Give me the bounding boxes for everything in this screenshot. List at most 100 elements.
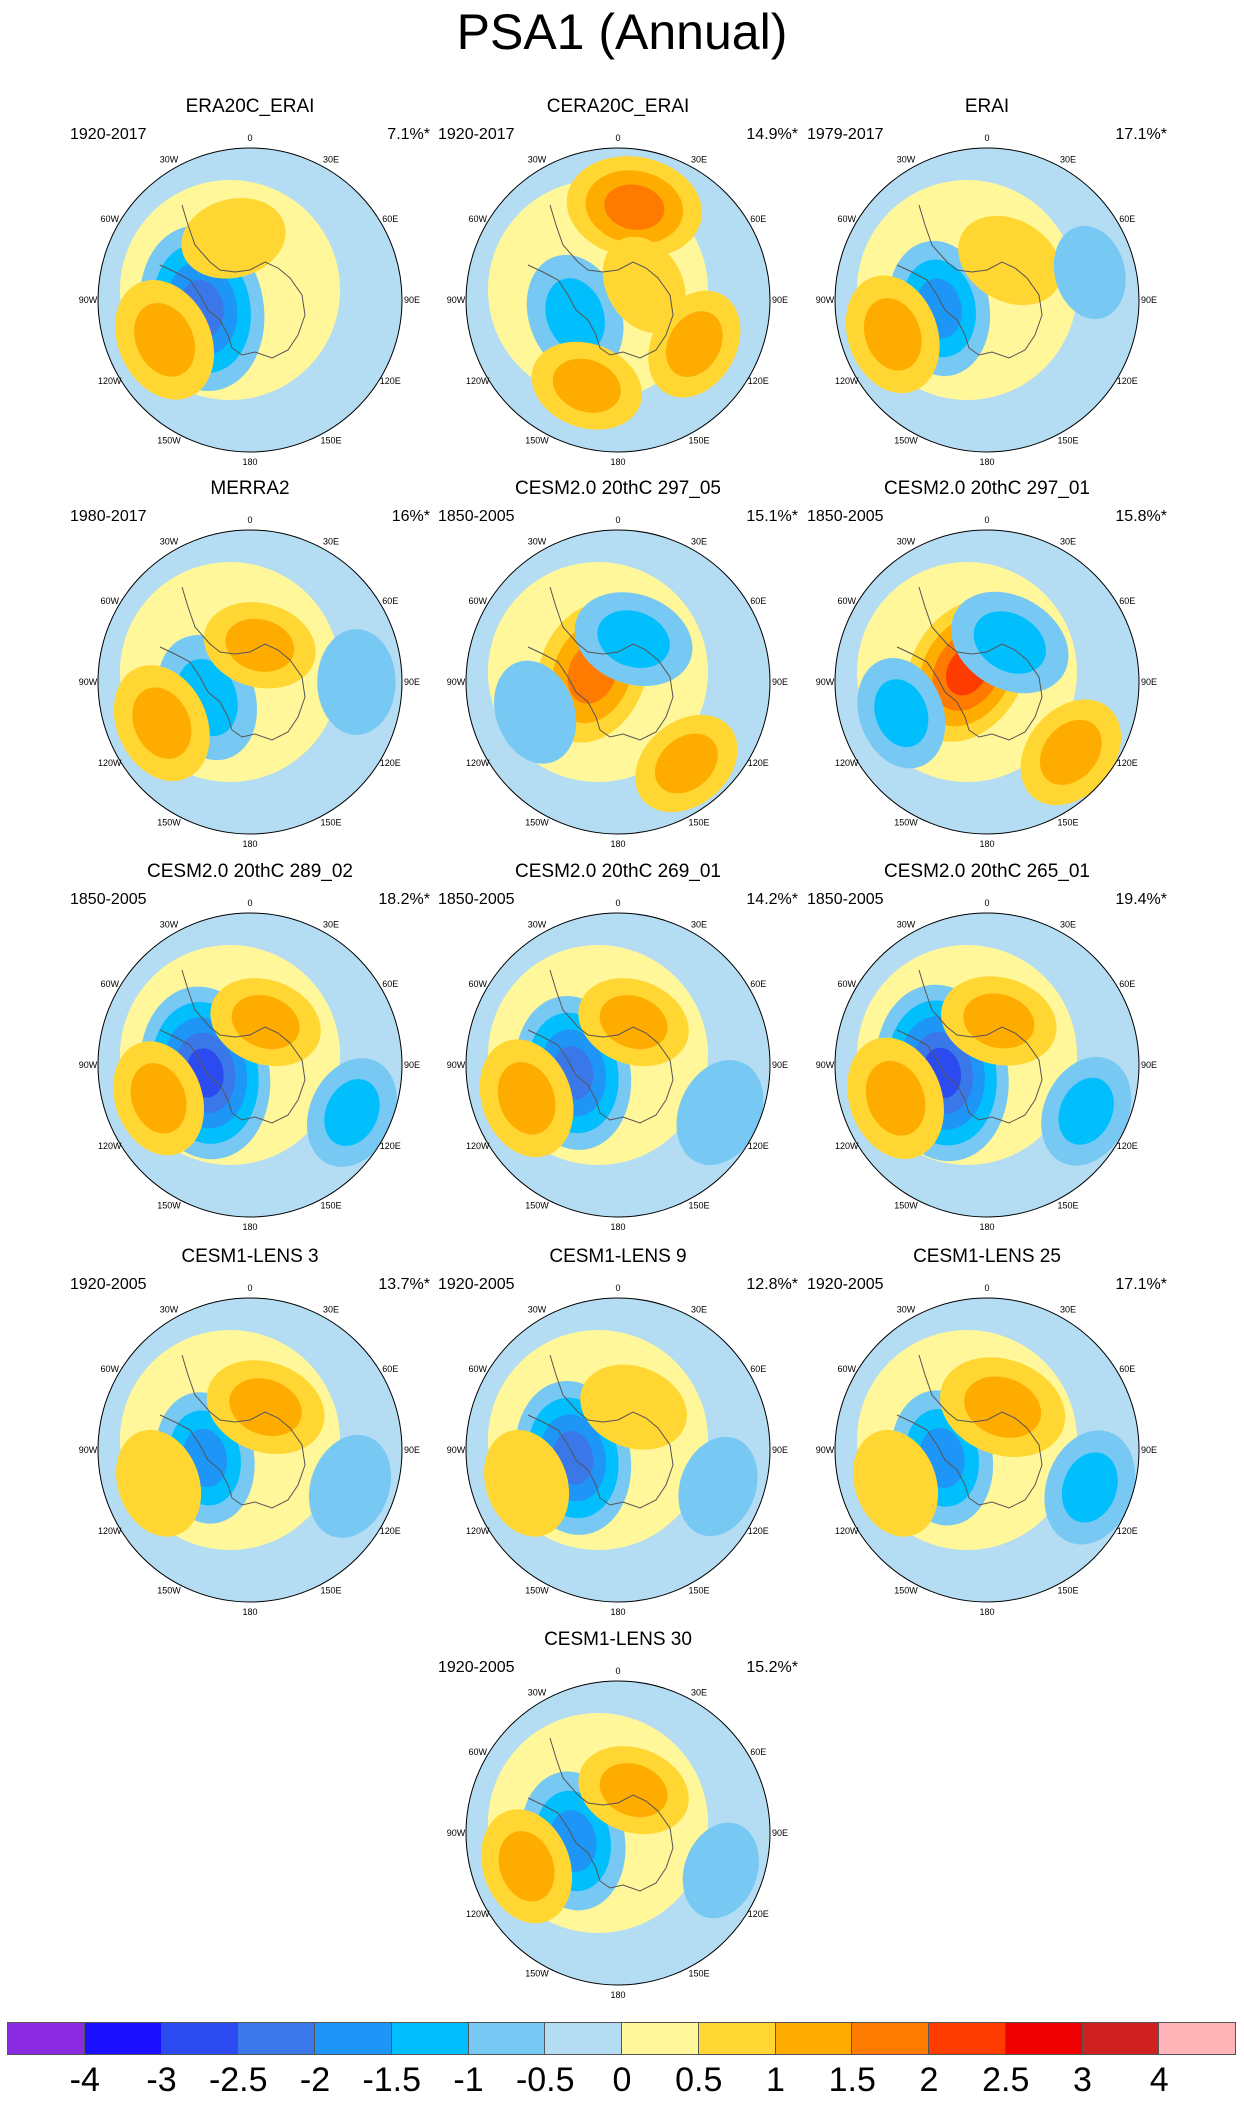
- longitude-label: 180: [610, 457, 625, 467]
- longitude-label: 60E: [382, 1364, 398, 1374]
- field-contour: [602, 236, 686, 333]
- field-contour: [552, 358, 621, 413]
- longitude-label: 90E: [772, 1445, 788, 1455]
- longitude-label: 30W: [160, 537, 179, 547]
- colorbar-tick-label: 1: [766, 2061, 785, 2099]
- longitude-label: 150E: [688, 1968, 709, 1978]
- colorbar-tick-label: -2: [299, 2061, 331, 2099]
- longitude-label: 30E: [323, 537, 339, 547]
- longitude-label: 180: [979, 457, 994, 467]
- longitude-label: 90E: [404, 1060, 420, 1070]
- field-contour: [1039, 719, 1102, 785]
- field-contour: [229, 1378, 302, 1437]
- longitude-label: 60E: [1119, 1364, 1135, 1374]
- longitude-label: 30E: [691, 1688, 707, 1698]
- panel-period: 1980-2017: [70, 508, 147, 525]
- field-contour: [964, 1376, 1042, 1438]
- longitude-label: 60W: [468, 214, 487, 224]
- longitude-label: 60E: [750, 1747, 766, 1757]
- panel-variance: 15.8%*: [1115, 508, 1167, 525]
- panel-period: 1850-2005: [70, 891, 147, 908]
- longitude-label: 150W: [894, 435, 918, 445]
- longitude-label: 0: [247, 515, 252, 525]
- longitude-label: 90W: [79, 677, 98, 687]
- longitude-label: 120W: [98, 758, 122, 768]
- colorbar-swatch: [160, 2022, 239, 2055]
- map-border: [97, 912, 403, 1218]
- longitude-label: 150W: [157, 817, 181, 827]
- longitude-label: 0: [984, 133, 989, 143]
- colorbar-swatch: [621, 2022, 699, 2055]
- map-panel: CESM1-LENS 30 1920-2005 15.2%* 0 30E 60E 90…: [428, 1628, 808, 2003]
- longitude-label: 0: [615, 1283, 620, 1293]
- longitude-label: 180: [610, 839, 625, 849]
- longitude-label: 90E: [1141, 1060, 1157, 1070]
- map-border: [97, 529, 403, 835]
- colorbar-swatch: [7, 2022, 85, 2055]
- map-border: [465, 912, 771, 1218]
- longitude-label: 150E: [320, 817, 341, 827]
- colorbar-tick-label: -4: [69, 2061, 100, 2099]
- longitude-label: 0: [247, 898, 252, 908]
- longitude-label: 120E: [748, 1909, 769, 1919]
- longitude-label: 30W: [528, 1305, 547, 1315]
- longitude-label: 120W: [466, 1909, 490, 1919]
- longitude-label: 120E: [380, 1526, 401, 1536]
- figure-title: PSA1 (Annual): [456, 4, 788, 60]
- panel-variance: 17.1%*: [1115, 1276, 1167, 1293]
- longitude-label: 60W: [837, 596, 856, 606]
- polar-map: 0 30E 60E 90E 120E 150E 180 150W 120W 90W 60W 30W: [79, 515, 420, 849]
- antarctica-coastline: [527, 586, 674, 741]
- longitude-label: 150E: [320, 435, 341, 445]
- panel-title: ERA20C_ERAI: [185, 96, 315, 117]
- longitude-label: 180: [979, 1607, 994, 1617]
- longitude-label: 60W: [100, 979, 119, 989]
- longitude-label: 150W: [525, 1968, 549, 1978]
- polar-map: 0 30E 60E 90E 120E 150E 180 150W 120W 90W 60W 30W: [816, 898, 1157, 1232]
- panel-title: CESM2.0 20thC 265_01: [884, 861, 1090, 882]
- longitude-label: 90W: [447, 1445, 466, 1455]
- longitude-label: 30W: [897, 920, 916, 930]
- polar-map: 0 30E 60E 90E 120E 150E 180 150W 120W 90W 60W 30W: [447, 515, 788, 849]
- longitude-label: 60W: [837, 214, 856, 224]
- map-panel: ERA20C_ERAI 1920-2017 7.1%* 0 30E 60E 90E 12…: [60, 95, 440, 470]
- antarctica-coastline: [527, 204, 674, 359]
- longitude-label: 150W: [894, 817, 918, 827]
- longitude-label: 150E: [688, 435, 709, 445]
- polar-map: 0 30E 60E 90E 120E 150E 180 150W 120W 90W 60W 30W: [447, 1666, 788, 2000]
- antarctica-coastline: [896, 586, 1043, 741]
- polar-map: 0 30E 60E 90E 120E 150E 180 150W 120W 90W 60W 30W: [79, 1283, 420, 1617]
- longitude-label: 90E: [1141, 1445, 1157, 1455]
- panel-variance: 14.9%*: [746, 126, 798, 143]
- colorbar-tick-label: -1: [453, 2061, 484, 2099]
- longitude-label: 180: [242, 839, 257, 849]
- panel-variance: 14.2%*: [746, 891, 798, 908]
- longitude-label: 30W: [897, 155, 916, 165]
- field-contour: [1053, 225, 1126, 319]
- longitude-label: 60E: [382, 596, 398, 606]
- longitude-label: 120W: [835, 1141, 859, 1151]
- longitude-label: 60W: [837, 979, 856, 989]
- colorbar-tick-label: -1.5: [362, 2061, 422, 2099]
- longitude-label: 90W: [816, 295, 835, 305]
- field-contour: [676, 1059, 764, 1166]
- polar-map: 0 30E 60E 90E 120E 150E 180 150W 120W 90W 60W 30W: [447, 898, 788, 1232]
- field-contour: [1061, 1452, 1118, 1523]
- panel-period: 1920-2017: [438, 126, 515, 143]
- colorbar-swatch: [697, 2022, 776, 2055]
- colorbar-swatch: [851, 2022, 929, 2055]
- longitude-label: 150W: [525, 1585, 549, 1595]
- longitude-label: 90W: [816, 677, 835, 687]
- longitude-label: 90W: [447, 677, 466, 687]
- polar-map: 0 30E 60E 90E 120E 150E 180 150W 120W 90W 60W 30W: [816, 1283, 1157, 1617]
- longitude-label: 150E: [688, 817, 709, 827]
- colorbar-tick-label: 1.5: [828, 2061, 876, 2099]
- field-contour: [958, 215, 1062, 306]
- antarctica-coastline: [159, 204, 306, 359]
- colorbar-swatch: [1004, 2022, 1083, 2055]
- longitude-label: 150W: [894, 1200, 918, 1210]
- longitude-label: 150E: [688, 1200, 709, 1210]
- map-border: [465, 147, 771, 453]
- longitude-label: 120W: [466, 376, 490, 386]
- longitude-label: 30W: [160, 1305, 179, 1315]
